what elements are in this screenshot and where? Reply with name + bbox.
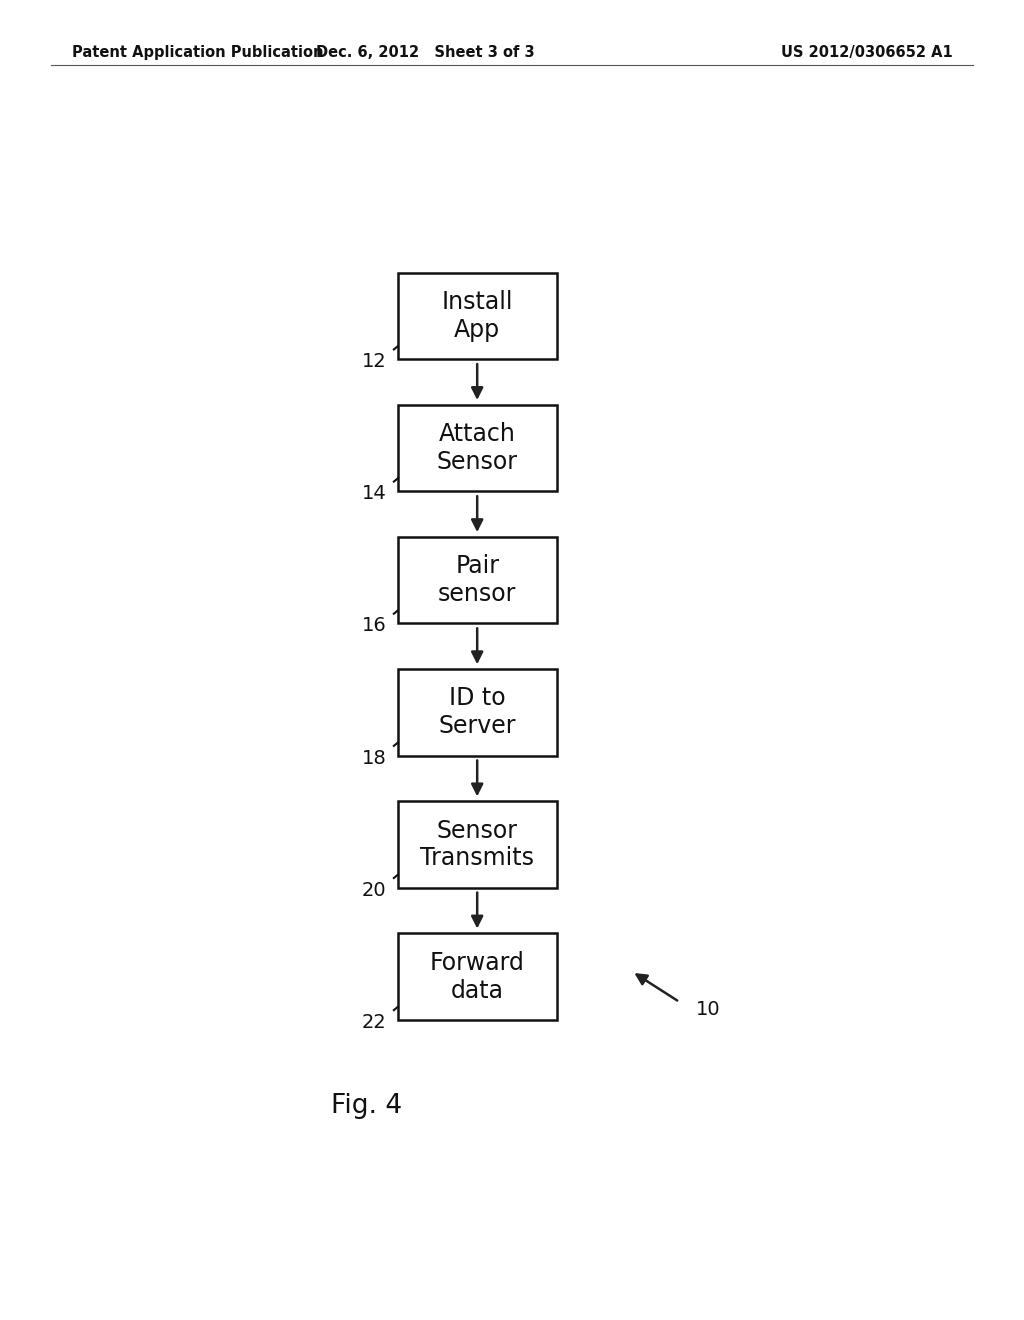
Text: 12: 12	[361, 352, 386, 371]
FancyBboxPatch shape	[397, 801, 557, 887]
Text: 14: 14	[361, 484, 386, 503]
FancyBboxPatch shape	[397, 405, 557, 491]
FancyBboxPatch shape	[397, 537, 557, 623]
Text: Install
App: Install App	[441, 290, 513, 342]
Text: 18: 18	[361, 748, 386, 767]
Text: Forward
data: Forward data	[430, 950, 524, 1002]
Text: Sensor
Transmits: Sensor Transmits	[420, 818, 535, 870]
Text: Dec. 6, 2012   Sheet 3 of 3: Dec. 6, 2012 Sheet 3 of 3	[315, 45, 535, 59]
Text: 22: 22	[361, 1012, 386, 1032]
Text: US 2012/0306652 A1: US 2012/0306652 A1	[780, 45, 952, 59]
Text: Patent Application Publication: Patent Application Publication	[72, 45, 324, 59]
Text: ID to
Server: ID to Server	[438, 686, 516, 738]
Text: Fig. 4: Fig. 4	[331, 1093, 401, 1118]
Text: Attach
Sensor: Attach Sensor	[436, 422, 518, 474]
Text: 20: 20	[361, 880, 386, 900]
Text: Pair
sensor: Pair sensor	[438, 554, 516, 606]
FancyBboxPatch shape	[397, 273, 557, 359]
FancyBboxPatch shape	[397, 933, 557, 1020]
FancyBboxPatch shape	[397, 669, 557, 755]
Text: 16: 16	[361, 616, 386, 635]
Text: 10: 10	[695, 999, 720, 1019]
